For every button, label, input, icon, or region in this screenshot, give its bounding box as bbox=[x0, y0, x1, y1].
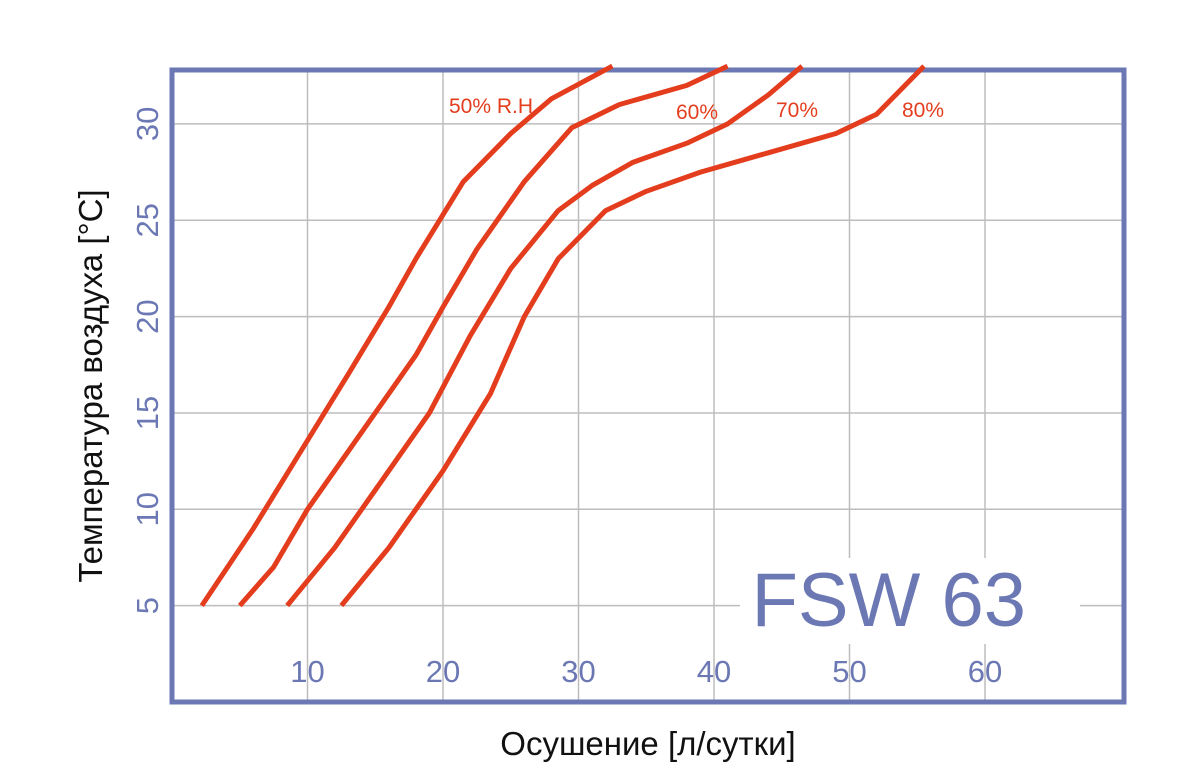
model-label: FSW 63 bbox=[752, 558, 1027, 643]
x-axis-title: Осушение [л/сутки] bbox=[500, 725, 795, 762]
series-line bbox=[199, 63, 614, 607]
series-label: 80% bbox=[902, 99, 944, 122]
x-tick-labels: 10 20 30 40 50 60 bbox=[290, 654, 1002, 689]
y-tick-label: 15 bbox=[130, 396, 165, 430]
y-tick-label: 30 bbox=[130, 107, 165, 141]
plot-frame bbox=[169, 67, 1127, 705]
y-tick-label: 20 bbox=[130, 299, 165, 333]
y-tick-label: 25 bbox=[130, 203, 165, 237]
x-tick-label: 60 bbox=[968, 654, 1002, 689]
x-tick-label: 10 bbox=[290, 654, 324, 689]
x-tick-label: 20 bbox=[426, 654, 460, 689]
series-line bbox=[237, 63, 729, 608]
grid bbox=[172, 70, 1124, 702]
y-tick-label: 10 bbox=[130, 492, 165, 526]
series-line bbox=[285, 64, 804, 608]
y-axis-title: Температура воздуха [°C] bbox=[72, 189, 109, 582]
series-lines bbox=[199, 63, 926, 608]
series-label: 70% bbox=[776, 99, 818, 122]
series-labels: 50% R.H. 60% 70% 80% bbox=[449, 95, 944, 124]
series-line bbox=[339, 64, 926, 608]
y-tick-label: 5 bbox=[130, 597, 165, 614]
x-tick-label: 40 bbox=[697, 654, 731, 689]
series-label: 60% bbox=[676, 101, 718, 124]
x-tick-label: 50 bbox=[832, 654, 866, 689]
model-label-background bbox=[740, 558, 1080, 644]
series-label: 50% R.H. bbox=[449, 95, 539, 118]
x-tick-label: 30 bbox=[561, 654, 595, 689]
y-tick-labels: 5 10 15 20 25 30 bbox=[130, 107, 165, 615]
